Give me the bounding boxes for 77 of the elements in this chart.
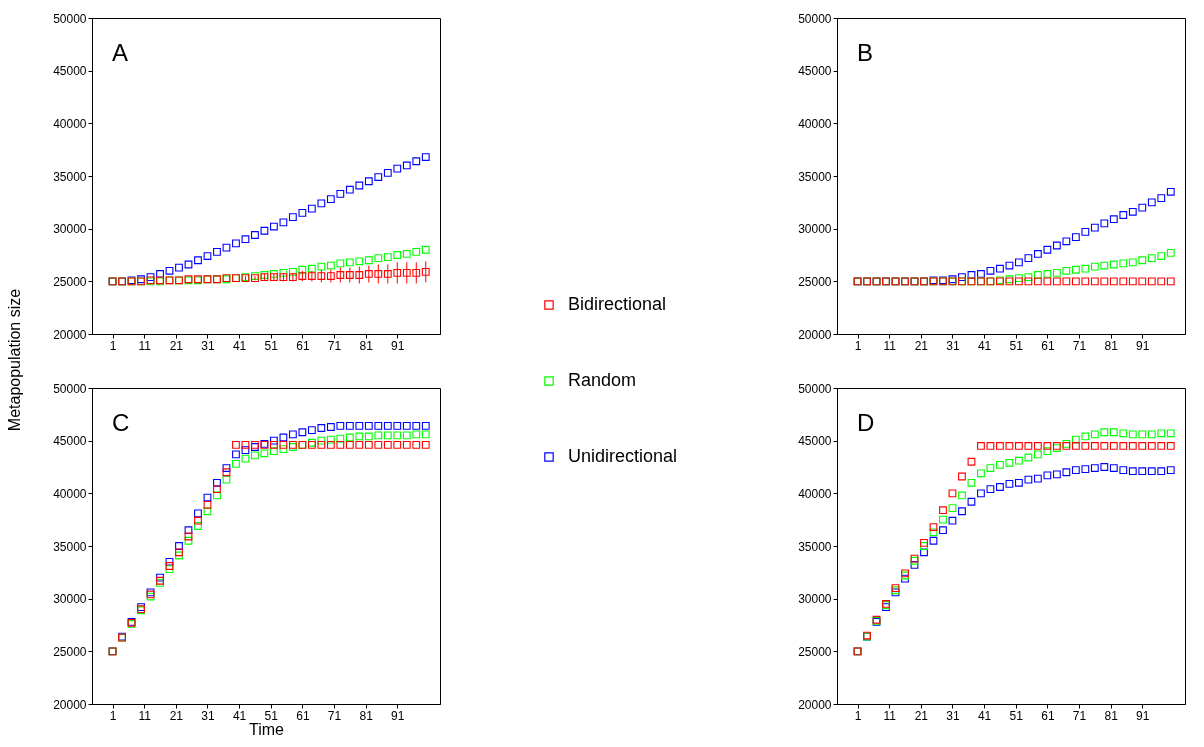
x-tick-label: 81	[359, 338, 374, 353]
y-tick-label: 25000	[798, 644, 832, 659]
x-tick-label: 31	[946, 708, 960, 723]
x-tick-label: 41	[232, 338, 247, 353]
x-tick-label: 71	[327, 338, 342, 353]
x-tick-label: 1	[854, 338, 862, 353]
x-tick-label: 31	[201, 338, 215, 353]
y-tick-label: 20000	[53, 697, 87, 712]
y-tick-label: 30000	[53, 592, 87, 607]
x-tick-label: 71	[327, 708, 342, 723]
y-tick-label: 40000	[53, 486, 87, 501]
y-tick-label: 20000	[798, 697, 832, 712]
x-tick-label: 91	[391, 338, 405, 353]
y-tick-label: 35000	[798, 539, 832, 554]
x-tick-label: 51	[1009, 708, 1024, 723]
y-tick-label: 40000	[798, 116, 832, 131]
x-tick-label: 41	[977, 708, 992, 723]
y-axis-title: Metapopulation size	[6, 288, 24, 432]
y-tick-label: 20000	[798, 327, 832, 342]
y-tick-label: 35000	[53, 169, 87, 184]
legend-label: Random	[568, 370, 637, 390]
y-tick-label: 25000	[53, 644, 87, 659]
x-tick-label: 81	[1104, 338, 1119, 353]
x-tick-label: 11	[138, 708, 152, 723]
x-tick-label: 61	[1041, 708, 1055, 723]
x-tick-label: 31	[946, 338, 960, 353]
x-tick-label: 61	[1041, 338, 1055, 353]
x-tick-label: 21	[914, 708, 929, 723]
y-tick-label: 50000	[798, 381, 832, 396]
x-tick-label: 11	[883, 708, 897, 723]
x-tick-label: 21	[169, 708, 184, 723]
x-tick-label: 51	[1009, 338, 1024, 353]
annotation: D	[857, 409, 875, 436]
y-tick-label: 20000	[53, 327, 87, 342]
y-tick-label: 35000	[798, 169, 832, 184]
x-tick-label: 71	[1072, 708, 1087, 723]
y-tick-label: 50000	[798, 11, 832, 26]
y-tick-label: 25000	[798, 274, 832, 289]
y-tick-label: 45000	[53, 64, 87, 79]
x-axis-title: Time	[249, 720, 285, 738]
legend-label: Bidirectional	[568, 294, 667, 314]
y-tick-label: 50000	[53, 381, 87, 396]
x-tick-label: 41	[977, 338, 992, 353]
annotation: B	[857, 39, 874, 66]
x-tick-label: 91	[391, 708, 405, 723]
x-tick-label: 51	[264, 708, 279, 723]
y-tick-label: 25000	[53, 274, 87, 289]
y-tick-label: 35000	[53, 539, 87, 554]
x-tick-label: 81	[1104, 708, 1119, 723]
x-tick-label: 21	[914, 338, 929, 353]
y-tick-label: 45000	[798, 64, 832, 79]
y-tick-label: 45000	[53, 434, 87, 449]
x-tick-label: 61	[296, 708, 310, 723]
x-tick-label: 1	[109, 708, 117, 723]
x-tick-label: 71	[1072, 338, 1087, 353]
annotation: C	[112, 409, 130, 436]
y-tick-label: 30000	[53, 222, 87, 237]
y-tick-label: 45000	[798, 434, 832, 449]
x-tick-label: 11	[883, 338, 897, 353]
y-tick-label: 40000	[53, 116, 87, 131]
legend-label: Unidirectional	[568, 446, 678, 466]
y-tick-label: 30000	[798, 222, 832, 237]
y-tick-label: 50000	[53, 11, 87, 26]
x-tick-label: 81	[359, 708, 374, 723]
x-tick-label: 1	[109, 338, 117, 353]
y-tick-label: 40000	[798, 486, 832, 501]
x-tick-label: 11	[138, 338, 152, 353]
y-tick-label: 30000	[798, 592, 832, 607]
x-tick-label: 91	[1136, 338, 1150, 353]
x-tick-label: 21	[169, 338, 184, 353]
x-tick-label: 1	[854, 708, 862, 723]
x-tick-label: 51	[264, 338, 279, 353]
x-tick-label: 61	[296, 338, 310, 353]
x-tick-label: 41	[232, 708, 247, 723]
annotation: A	[112, 39, 129, 66]
x-tick-label: 91	[1136, 708, 1150, 723]
x-tick-label: 31	[201, 708, 215, 723]
